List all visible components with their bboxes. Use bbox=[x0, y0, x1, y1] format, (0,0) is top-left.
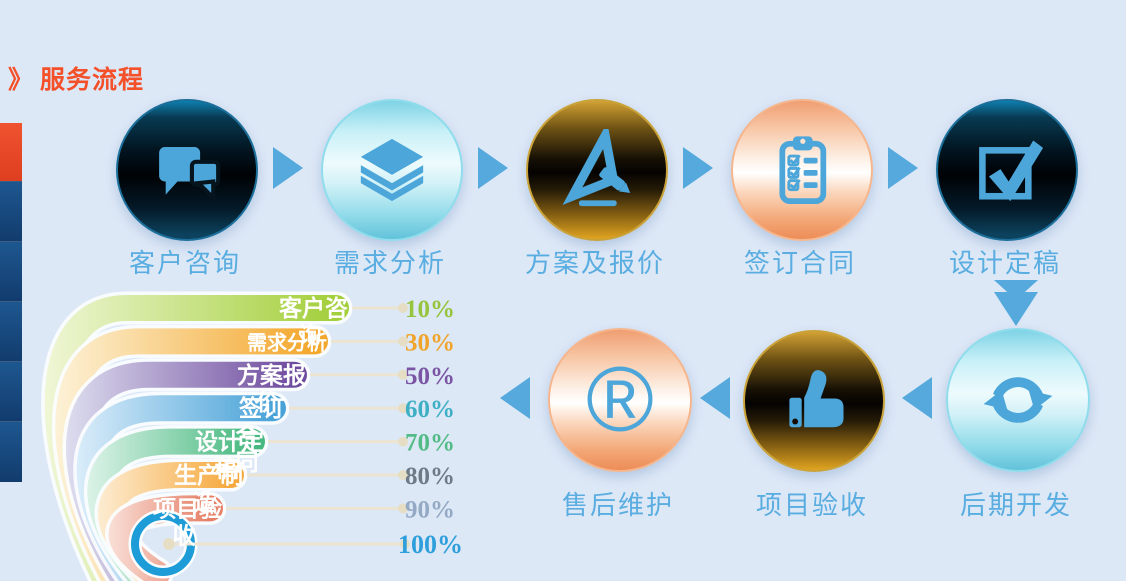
step-circle-project-acceptance bbox=[743, 330, 885, 472]
strip-blue-block bbox=[0, 361, 22, 422]
flow-arrow-right-icon bbox=[683, 147, 713, 189]
clipboard-checklist-icon bbox=[779, 136, 827, 205]
thumbs-up-icon bbox=[789, 370, 844, 428]
svg-text:稿: 稿 bbox=[215, 456, 238, 482]
svg-text:价: 价 bbox=[257, 390, 281, 415]
svg-text:同: 同 bbox=[236, 450, 259, 475]
svg-text:30%: 30% bbox=[405, 329, 455, 356]
completion-progress-funnel-chart: 10% 30% 50% 60% 70% 80% 90% 100% 客户咨询需求分析方案报价签订合… bbox=[41, 291, 463, 581]
step-circle-plan-quote bbox=[526, 99, 668, 241]
svg-text:方案报: 方案报 bbox=[237, 362, 306, 388]
step-label: 签订合同 bbox=[743, 248, 856, 278]
svg-text:10%: 10% bbox=[405, 296, 455, 323]
step-circle-after-sales: ® bbox=[548, 328, 692, 472]
registered-trademark-icon: ® bbox=[586, 349, 654, 451]
svg-text:合: 合 bbox=[236, 422, 260, 448]
layers-icon bbox=[360, 138, 424, 202]
svg-text:签订: 签订 bbox=[238, 395, 285, 421]
step-circle-requirement-analysis bbox=[321, 99, 463, 241]
step-circle-later-development bbox=[946, 328, 1090, 472]
step-label: 设计定稿 bbox=[948, 248, 1061, 278]
svg-text:100%: 100% bbox=[398, 530, 463, 559]
svg-text:60%: 60% bbox=[405, 396, 455, 423]
svg-text:90%: 90% bbox=[405, 496, 455, 523]
flow-arrow-left-icon bbox=[500, 377, 530, 419]
title-marker: 》 bbox=[8, 66, 35, 94]
svg-text:项目验: 项目验 bbox=[153, 495, 222, 521]
strip-blue-block bbox=[0, 301, 22, 362]
section-title: 》服务流程 bbox=[8, 60, 144, 96]
strip-blue-block bbox=[0, 181, 22, 242]
svg-text:80%: 80% bbox=[405, 463, 455, 490]
chat-bubbles-icon bbox=[159, 147, 221, 203]
svg-text:设计定: 设计定 bbox=[195, 429, 264, 455]
svg-text:收: 收 bbox=[173, 522, 196, 548]
flow-arrow-left-icon bbox=[700, 377, 730, 419]
step-label: 售后维护 bbox=[561, 490, 674, 520]
svg-text:询: 询 bbox=[299, 322, 322, 348]
title-text: 服务流程 bbox=[40, 66, 145, 94]
svg-text:50%: 50% bbox=[405, 363, 455, 390]
strip-red-block bbox=[0, 123, 22, 181]
flow-double-down-arrow-icon bbox=[994, 280, 1038, 326]
sync-arrows-icon bbox=[983, 377, 1053, 423]
step-label: 项目验收 bbox=[755, 490, 868, 520]
step-circle-sign-contract bbox=[731, 99, 873, 241]
flow-arrow-right-icon bbox=[273, 147, 303, 189]
step-label: 后期开发 bbox=[959, 490, 1072, 520]
step-circle-customer-consult bbox=[116, 99, 258, 241]
flow-arrow-right-icon bbox=[888, 147, 918, 189]
strip-blue-block bbox=[0, 241, 22, 302]
flow-arrow-left-icon bbox=[902, 377, 932, 419]
svg-text:70%: 70% bbox=[405, 430, 455, 457]
step-label: 方案及报价 bbox=[524, 248, 665, 278]
checked-box-icon bbox=[979, 140, 1044, 202]
set-square-pencil-icon bbox=[562, 129, 631, 207]
svg-text:需求分析: 需求分析 bbox=[247, 331, 327, 354]
flow-arrow-right-icon bbox=[478, 147, 508, 189]
step-label: 客户咨询 bbox=[128, 248, 241, 278]
svg-text:客户咨: 客户咨 bbox=[279, 295, 348, 321]
step-label: 需求分析 bbox=[333, 248, 446, 278]
step-circle-design-final bbox=[936, 99, 1078, 241]
svg-text:造: 造 bbox=[194, 490, 218, 515]
svg-text:生产制: 生产制 bbox=[174, 462, 243, 488]
strip-blue-block bbox=[0, 421, 22, 482]
